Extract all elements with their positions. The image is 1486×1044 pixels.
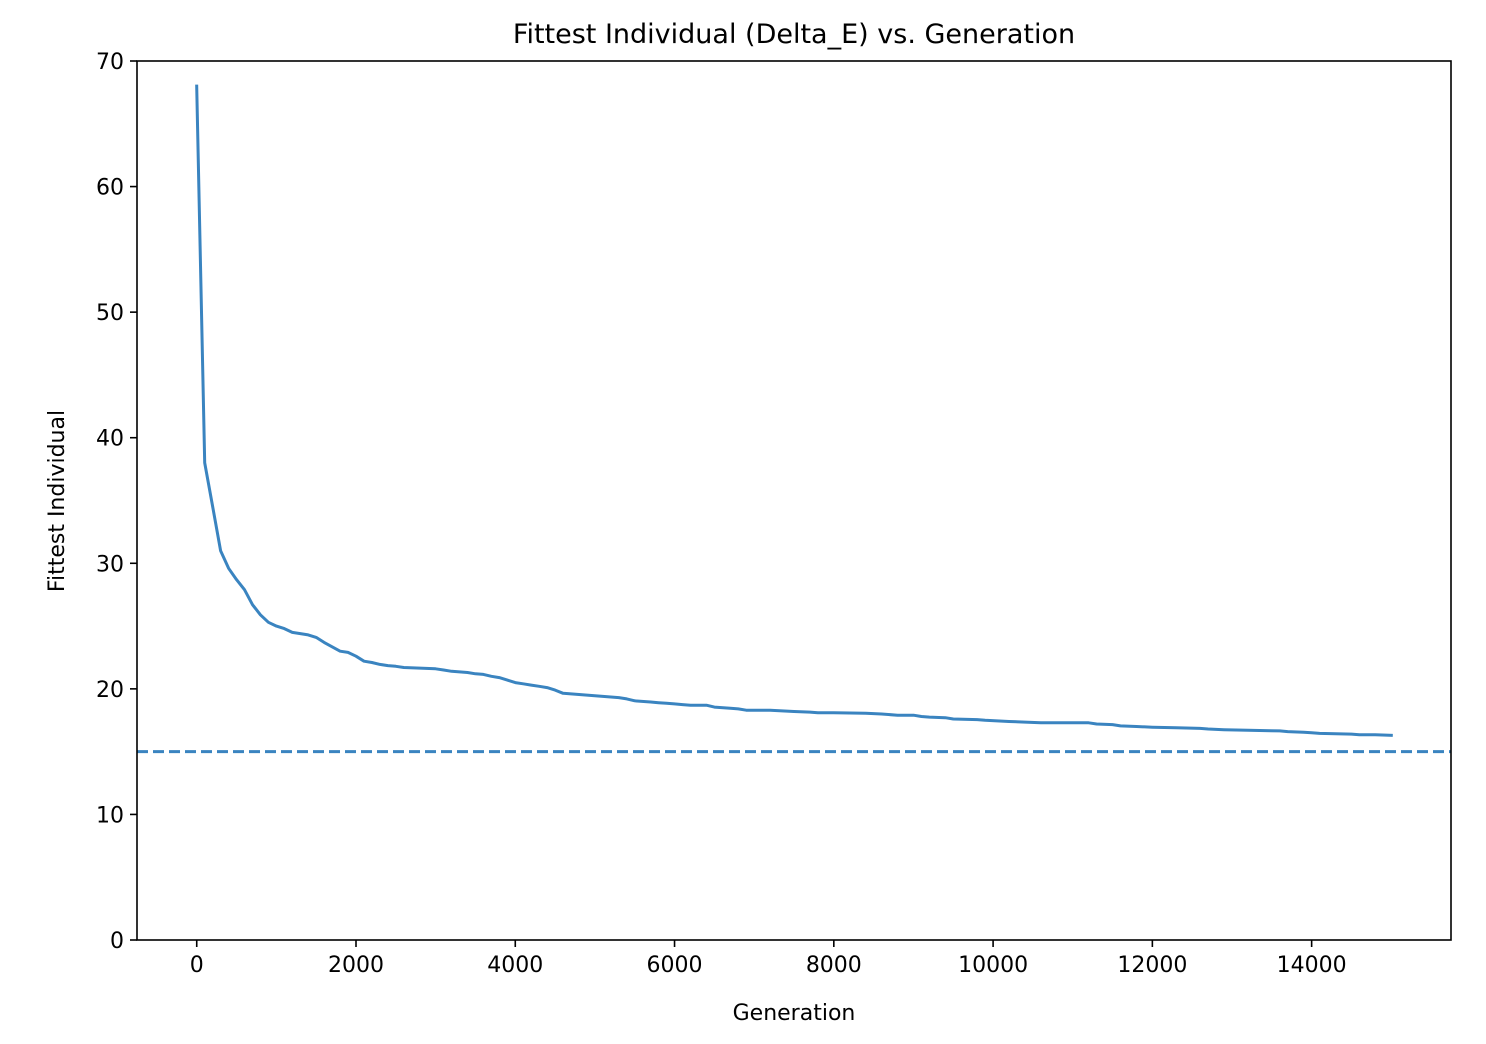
- x-axis-title: Generation: [733, 1001, 856, 1026]
- y-tick-label: 60: [96, 176, 124, 201]
- plot-area: 0 2000 4000 6000 8000 10000 12000 14000 0 10 20 30 4…: [96, 50, 1452, 978]
- x-tick-label: 6000: [647, 953, 703, 978]
- y-tick-label: 70: [96, 50, 124, 75]
- y-tick-label: 40: [96, 427, 124, 452]
- x-tick-label: 0: [190, 953, 204, 978]
- x-tick-label: 4000: [487, 953, 543, 978]
- series-line-0: [195, 84, 1393, 737]
- x-tick-label: 2000: [328, 953, 384, 978]
- chart-title: Fittest Individual (Delta_E) vs. Generat…: [513, 19, 1075, 50]
- plot-frame: [136, 60, 1452, 941]
- x-tick-label: 8000: [806, 953, 862, 978]
- x-tick-label: 12000: [1117, 953, 1187, 978]
- y-tick-label: 50: [96, 301, 124, 326]
- y-tick-label: 30: [96, 552, 124, 577]
- x-tick-label: 10000: [958, 953, 1028, 978]
- y-tick-label: 20: [96, 678, 124, 703]
- y-tick-label: 0: [110, 929, 124, 954]
- y-tick-label: 10: [96, 803, 124, 828]
- x-tick-label: 14000: [1277, 953, 1347, 978]
- y-axis-title: Fittest Individual: [45, 410, 70, 592]
